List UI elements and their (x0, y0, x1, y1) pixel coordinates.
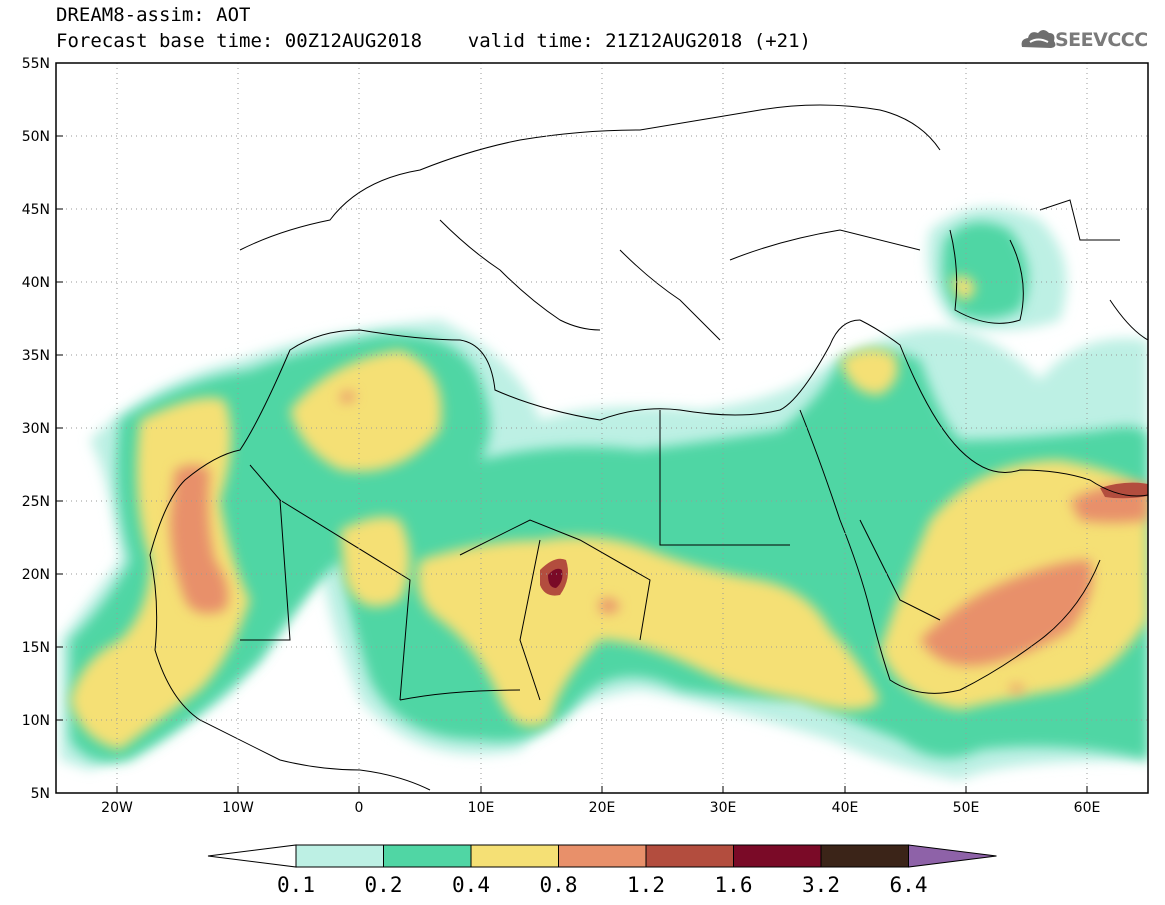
cloud-icon (1021, 30, 1056, 48)
colorbar-label: 1.2 (627, 873, 665, 897)
colorbar-box (645, 844, 734, 868)
colorbar-label: 6.4 (890, 873, 928, 897)
axis-ticks (56, 62, 1088, 794)
lat-labels: 55N 50N 45N 40N 35N 30N 25N 20N 15N 10N … (22, 56, 50, 802)
colorbar: 0.1 0.2 0.4 0.8 1.2 1.6 3.2 6.4 (207, 844, 997, 897)
lat-label: 25N (22, 494, 50, 510)
lat-label: 30N (22, 421, 50, 437)
colorbar-box (558, 844, 647, 868)
lon-label: 10E (468, 800, 495, 816)
colorbar-box (820, 844, 909, 868)
lat-label: 20N (22, 567, 50, 583)
lat-lon-grid (56, 63, 1148, 793)
logo-text: SEEVCCC (1055, 29, 1148, 51)
colorbar-high-triangle (908, 844, 997, 868)
colorbar-label: 0.1 (277, 873, 315, 897)
lon-label: 50E (953, 800, 980, 816)
lon-label: 60E (1074, 800, 1101, 816)
colorbar-label: 1.6 (715, 873, 753, 897)
colorbar-low-triangle (207, 844, 297, 868)
colorbar-label: 0.4 (452, 873, 490, 897)
lat-label: 45N (22, 202, 50, 218)
colorbar-label: 3.2 (802, 873, 840, 897)
colorbar-label: 0.8 (540, 873, 578, 897)
lon-label: 20E (589, 800, 616, 816)
lon-label: 10W (222, 800, 254, 816)
lon-label: 20W (101, 800, 133, 816)
lat-label: 40N (22, 275, 50, 291)
lat-label: 15N (22, 640, 50, 656)
lat-label: 35N (22, 348, 50, 364)
forecast-time-line: Forecast base time: 00Z12AUG2018 valid t… (56, 30, 811, 52)
lat-label: 5N (31, 786, 50, 802)
lon-label: 40E (832, 800, 859, 816)
colorbar-box (470, 844, 559, 868)
colorbar-box (383, 844, 472, 868)
country-borders (149, 104, 1148, 791)
colorbar-box (733, 844, 822, 868)
colorbar-label: 0.2 (365, 873, 403, 897)
lat-label: 50N (22, 129, 50, 145)
lon-label: 30E (710, 800, 737, 816)
map-title: DREAM8-assim: AOT (56, 4, 251, 26)
lon-label: 0 (355, 800, 364, 816)
colorbar-box (295, 844, 384, 868)
lat-label: 10N (22, 713, 50, 729)
lat-label: 55N (22, 56, 50, 72)
lon-labels: 20W 10W 0 10E 20E 30E 40E 50E 60E (101, 800, 1100, 816)
